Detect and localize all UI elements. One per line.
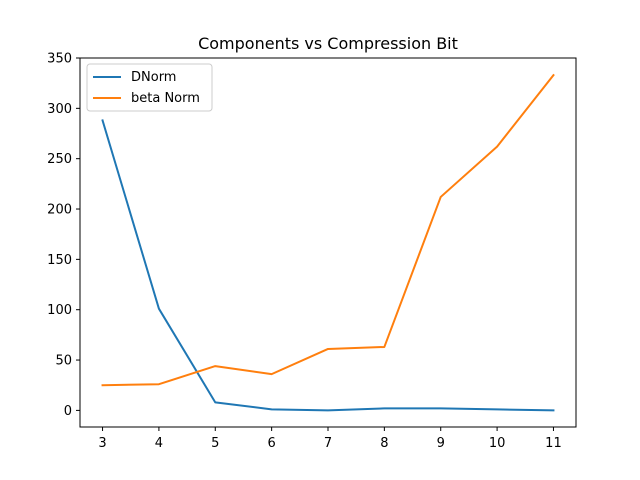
- x-tick-label-8: 8: [380, 436, 388, 451]
- axes-layer: 3 4 5 6 7 8 9 10 11 0 50 100 150 200 250 300 350: [47, 52, 577, 451]
- x-tick-label-11: 11: [545, 436, 562, 451]
- y-tick-label-0: 0: [64, 404, 72, 419]
- y-tick-label-250: 250: [47, 152, 72, 167]
- chart-title: Components vs Compression Bit: [198, 34, 458, 53]
- y-tick-label-100: 100: [47, 303, 72, 318]
- x-tick-label-7: 7: [324, 436, 332, 451]
- x-tick-label-4: 4: [155, 436, 163, 451]
- legend-label-dnorm: DNorm: [131, 70, 176, 85]
- x-tick-label-3: 3: [98, 436, 106, 451]
- y-tick-label-150: 150: [47, 253, 72, 268]
- x-tick-label-5: 5: [211, 436, 219, 451]
- legend-frame: [86, 63, 213, 112]
- legend: DNorm beta Norm: [86, 63, 213, 112]
- y-tick-label-50: 50: [55, 354, 72, 369]
- y-tick-label-350: 350: [47, 52, 72, 67]
- x-tick-label-6: 6: [267, 436, 275, 451]
- x-tick-label-10: 10: [489, 436, 506, 451]
- legend-label-beta-norm: beta Norm: [131, 91, 200, 106]
- series-layer: [101, 73, 555, 412]
- y-tick-label-200: 200: [47, 203, 72, 218]
- x-tick-label-9: 9: [437, 436, 445, 451]
- y-tick-label-300: 300: [47, 102, 72, 117]
